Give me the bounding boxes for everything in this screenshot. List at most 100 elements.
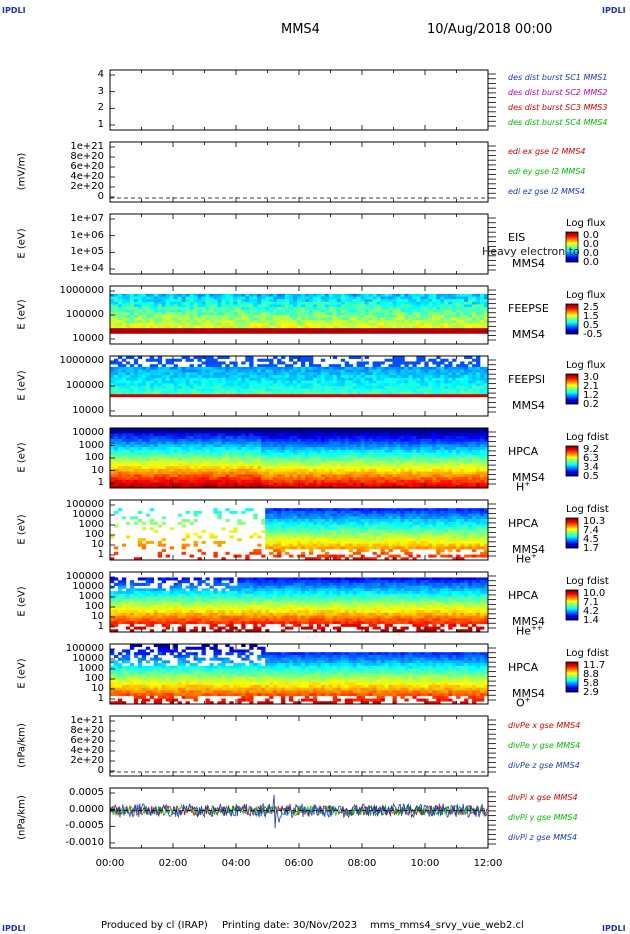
legend-entry: divPe x gse MMS4 — [508, 721, 581, 730]
y-tick-label: 0.0005 — [69, 787, 104, 798]
colorbar-value: 8.8 — [583, 669, 599, 680]
y-tick-label: 4e+20 — [70, 171, 104, 182]
legend-entry: des dist burst SC2 MMS2 — [508, 88, 608, 97]
legend-entry: edi ez gse l2 MMS4 — [508, 187, 585, 196]
y-tick-label: 100 — [84, 673, 104, 684]
y-tick-label: 1e+05 — [70, 246, 104, 258]
colorbar-value: 1.4 — [583, 615, 599, 626]
y-tick-label: 1e+21 — [70, 141, 104, 152]
corner-label-tr: IPDLI — [602, 6, 626, 15]
y-tick-label: 0 — [97, 765, 104, 776]
instrument-spacecraft: MMS4 — [512, 543, 545, 557]
y-tick-label: 1000 — [78, 439, 104, 451]
colorbar-title: Log fdist — [566, 504, 609, 515]
legend-entry: des dist burst SC1 MMS1 — [508, 73, 608, 82]
x-tick-label: 00:00 — [95, 858, 125, 869]
colorbar-value: 2.9 — [583, 687, 599, 698]
y-axis-label: E (eV) — [16, 658, 28, 689]
panel-divpe — [109, 715, 496, 777]
x-tick-label: 10:00 — [410, 858, 440, 869]
y-tick-label: 10 — [91, 464, 104, 476]
y-tick-label: 1 — [97, 549, 104, 560]
y-tick-label: 100000 — [65, 571, 104, 582]
y-tick-label: 1000 — [78, 591, 104, 602]
y-tick-label: 10000 — [72, 427, 104, 438]
y-axis-label: E (eV) — [16, 228, 28, 259]
panel-edi — [109, 141, 496, 203]
colorbar-value: 0.0 — [583, 239, 599, 250]
y-axis-label: E (eV) — [16, 586, 28, 617]
corner-label-bl: IPDLI — [2, 924, 26, 933]
y-tick-label: 1e+04 — [70, 263, 104, 274]
panel-divpi — [109, 787, 496, 849]
instrument-name: FEEPSE — [508, 302, 549, 316]
species-label: O+ — [516, 696, 531, 710]
y-tick-label: 100000 — [65, 643, 104, 654]
x-tick-label: 06:00 — [284, 858, 314, 869]
colorbar-value: 5.8 — [583, 678, 599, 689]
date-title: 10/Aug/2018 00:00 — [427, 22, 553, 37]
colorbar-value: 0.5 — [583, 471, 599, 482]
colorbar-value: 9.2 — [583, 444, 599, 455]
y-tick-label: 10000 — [72, 653, 104, 664]
legend-entry: divPi z gse MMS4 — [508, 833, 578, 842]
footer-produced: Produced by cl (IRAP) — [101, 920, 208, 931]
y-axis-label: E (eV) — [16, 299, 28, 330]
colorbar-value: 11.7 — [583, 660, 606, 671]
x-tick-label: 02:00 — [158, 858, 188, 869]
panel-hpca-he — [109, 499, 579, 561]
y-tick-label: 3 — [97, 85, 104, 97]
y-tick-label: 1 — [97, 693, 104, 704]
legend-entry: divPi x gse MMS4 — [508, 793, 578, 802]
y-tick-label: 10000 — [72, 405, 104, 416]
colorbar-value: 4.5 — [583, 534, 599, 545]
y-tick-label: 6e+20 — [70, 735, 104, 746]
y-tick-label: 1 — [97, 119, 104, 130]
instrument-spacecraft: MMS4 — [512, 257, 545, 271]
colorbar-value: 1.2 — [583, 390, 599, 401]
colorbar-title: Log flux — [566, 360, 606, 371]
legend-entry: divPe z gse MMS4 — [508, 761, 580, 770]
colorbar-value: 7.4 — [583, 525, 599, 536]
x-tick-label: 04:00 — [221, 858, 251, 869]
instrument-name: HPCA — [508, 516, 539, 530]
species-label: He+ — [516, 552, 537, 566]
panel-feeps-e — [109, 285, 579, 345]
colorbar-title: Log fdist — [566, 576, 609, 587]
instrument-spacecraft: MMS4 — [512, 399, 545, 413]
species-charge: + — [524, 696, 531, 704]
legend-entry: des dist burst SC4 MMS4 — [508, 118, 608, 127]
colorbar-value: 1.5 — [583, 311, 599, 322]
footer-file: mms_mms4_srvy_vue_web2.cl — [370, 920, 524, 931]
overlay-text: Heavy electron to — [482, 245, 580, 258]
instrument-spacecraft: MMS4 — [512, 471, 545, 485]
instrument-name: FEEPSI — [508, 372, 546, 386]
y-tick-label: 1 — [97, 477, 104, 488]
legend-entry: edi ey gse l2 MMS4 — [508, 167, 586, 176]
y-tick-label: 1e+07 — [70, 213, 104, 224]
instrument-name: HPCA — [508, 588, 539, 602]
y-tick-label: 0.0000 — [69, 803, 104, 815]
colorbar-value: 0.0 — [583, 248, 599, 259]
colorbar-value: 0.2 — [583, 399, 599, 410]
y-tick-label: 10 — [91, 611, 104, 622]
x-tick-label: 12:00 — [473, 858, 503, 869]
colorbar-value: 1.7 — [583, 543, 599, 554]
y-tick-label: 100 — [84, 529, 104, 540]
colorbar-value: 3.4 — [583, 462, 599, 473]
y-tick-label: 1000 — [78, 663, 104, 674]
instrument-name: HPCA — [508, 660, 539, 674]
instrument-spacecraft: MMS4 — [512, 615, 545, 629]
y-axis-label: E (eV) — [16, 514, 28, 545]
y-tick-label: 100 — [84, 452, 104, 463]
colorbar-value: 6.3 — [583, 453, 599, 464]
colorbar-value: 2.1 — [583, 381, 599, 392]
instrument-spacecraft: MMS4 — [512, 687, 545, 701]
instrument-spacecraft: MMS4 — [512, 327, 545, 341]
colorbar-title: Log flux — [566, 218, 606, 229]
y-tick-label: 10 — [91, 683, 104, 694]
y-axis-label: E (eV) — [16, 370, 28, 401]
colorbar-value: 0.0 — [583, 257, 599, 268]
